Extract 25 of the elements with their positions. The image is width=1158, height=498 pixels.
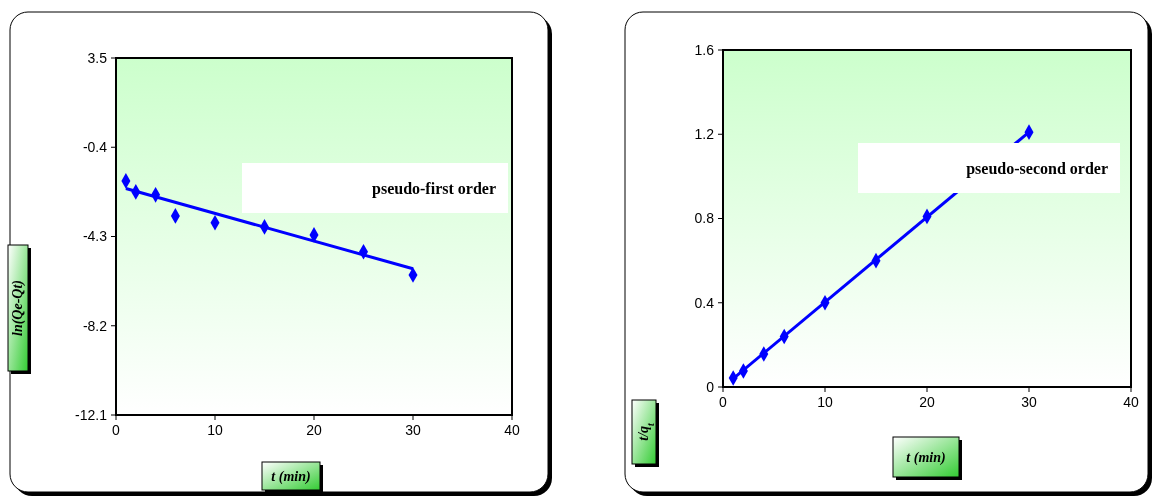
x-tick-label: 0 [719,394,728,410]
y-tick-label: 1.2 [694,126,715,143]
x-tick-label: 10 [207,422,223,438]
y-tick-label: 3.5 [87,49,108,66]
x-tick-label: 30 [405,422,421,438]
x-axis-title: t (min) [906,449,946,466]
annotation: pseudo-first order [372,179,496,198]
y-tick-label: -12.1 [75,406,108,423]
y-tick-label: 1.6 [694,41,715,58]
y-tick-label: -8.2 [82,317,108,334]
x-tick-label: 20 [919,394,935,410]
y-axis-title: ln(Qe-Qt) [10,280,27,336]
y-tick-label: -0.4 [82,139,108,156]
y-tick-label: 0 [706,378,715,395]
y-tick-label: 0.8 [694,210,715,227]
x-tick-label: 30 [1021,394,1037,410]
x-axis-title: t (min) [271,468,311,485]
y-tick-label: 0.4 [694,294,715,311]
x-tick-label: 20 [306,422,322,438]
x-tick-label: 0 [112,422,121,438]
x-tick-label: 40 [504,422,520,438]
x-tick-label: 40 [1123,394,1139,410]
annotation: pseudo-second order [966,159,1108,178]
y-tick-label: -4.3 [82,228,108,245]
x-tick-label: 10 [817,394,833,410]
